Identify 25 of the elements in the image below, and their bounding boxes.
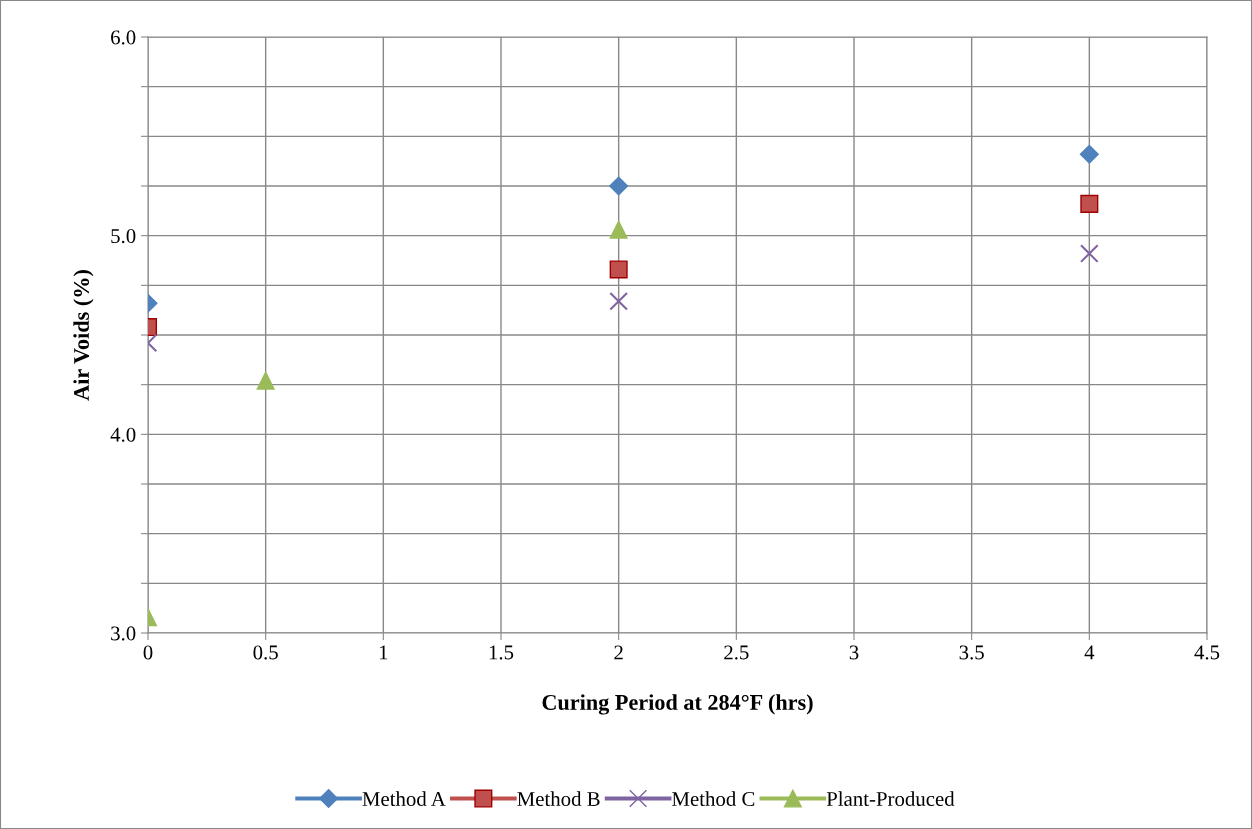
x-tick-label: 0 xyxy=(143,645,153,660)
x-tick-label: 4.5 xyxy=(1194,645,1220,660)
y-tick-label: 5.0 xyxy=(111,229,136,244)
legend-label: Method B xyxy=(517,791,600,807)
point xyxy=(1080,194,1099,213)
point xyxy=(1079,244,1099,263)
x-tick-label: 2.5 xyxy=(724,645,749,660)
x-tick-label: 3.5 xyxy=(959,645,984,660)
x-tick-label: 0.5 xyxy=(253,645,278,660)
x-tick-label: 3 xyxy=(849,645,859,660)
x-axis-title: Curing Period at 284°F (hrs) xyxy=(542,694,813,715)
y-tick-label: 6.0 xyxy=(111,30,136,45)
point xyxy=(609,176,629,196)
y-tick-label: 4.0 xyxy=(110,427,136,442)
y-tick-label: 3.0 xyxy=(111,626,136,641)
y-axis-title: Air Voids (%) xyxy=(73,270,94,401)
x-tick-label: 2 xyxy=(614,645,623,660)
legend-label: Plant-Produced xyxy=(826,791,955,807)
x-tick-label: 4 xyxy=(1084,645,1095,660)
point xyxy=(609,291,629,311)
x-tick-label: 1 xyxy=(379,645,388,660)
x-tick-label: 1.5 xyxy=(489,645,514,660)
point xyxy=(1079,144,1099,164)
legend-label: Method C xyxy=(672,791,755,807)
legend-label: Method A xyxy=(362,791,446,807)
